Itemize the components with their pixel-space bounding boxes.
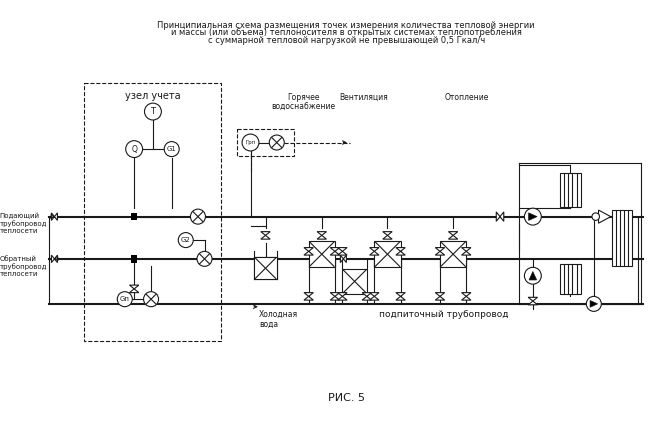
Polygon shape (599, 210, 611, 223)
Polygon shape (130, 285, 139, 289)
Polygon shape (304, 252, 314, 255)
Polygon shape (52, 213, 54, 220)
Polygon shape (370, 248, 379, 252)
Text: Принципиальная схема размещения точек измерения количества тепловой энергии: Принципиальная схема размещения точек из… (157, 21, 535, 30)
Polygon shape (383, 232, 392, 235)
Polygon shape (261, 235, 270, 239)
Polygon shape (317, 232, 327, 235)
Polygon shape (500, 212, 504, 221)
Bar (131, 255, 137, 262)
Circle shape (524, 208, 541, 225)
Circle shape (178, 233, 193, 248)
Circle shape (117, 292, 132, 307)
Polygon shape (54, 213, 57, 220)
Text: Подающий
трубопровод
теплосети: Подающий трубопровод теплосети (0, 213, 47, 234)
Text: подпиточный трубопровод: подпиточный трубопровод (379, 309, 509, 319)
Polygon shape (304, 296, 314, 300)
Circle shape (269, 135, 284, 150)
Polygon shape (330, 252, 340, 255)
Polygon shape (383, 235, 392, 239)
Bar (560, 173, 581, 207)
Polygon shape (52, 255, 54, 262)
Text: Горячее
водоснабжение: Горячее водоснабжение (271, 93, 335, 112)
Polygon shape (54, 255, 57, 262)
Polygon shape (338, 248, 347, 252)
Circle shape (242, 134, 259, 151)
Polygon shape (370, 296, 379, 300)
Circle shape (164, 141, 179, 157)
Polygon shape (396, 252, 406, 255)
Polygon shape (590, 300, 598, 307)
Text: Обратный
трубопровод
теплосети: Обратный трубопровод теплосети (0, 255, 47, 277)
Polygon shape (496, 212, 500, 221)
Polygon shape (304, 248, 314, 252)
Text: Грп: Грп (245, 140, 256, 145)
Polygon shape (362, 292, 372, 296)
Polygon shape (130, 289, 139, 292)
Bar (440, 241, 466, 267)
Text: Вентиляция: Вентиляция (340, 93, 389, 102)
Polygon shape (370, 252, 379, 255)
Polygon shape (462, 252, 471, 255)
Bar (342, 269, 367, 294)
Polygon shape (338, 296, 347, 300)
Text: G1: G1 (167, 146, 177, 152)
Bar (374, 241, 400, 267)
Polygon shape (330, 296, 340, 300)
Circle shape (586, 296, 601, 311)
Polygon shape (528, 301, 537, 305)
Text: T: T (151, 107, 155, 116)
Text: Gп: Gп (120, 296, 130, 302)
Text: Холодная
вода: Холодная вода (259, 309, 298, 329)
Polygon shape (462, 296, 471, 300)
Circle shape (126, 141, 143, 157)
Bar (254, 257, 276, 279)
Polygon shape (304, 292, 314, 296)
Polygon shape (362, 296, 372, 300)
Polygon shape (436, 252, 445, 255)
Polygon shape (462, 292, 471, 296)
Polygon shape (338, 292, 347, 296)
Text: Q: Q (131, 145, 137, 154)
Polygon shape (529, 271, 537, 280)
Bar (237, 130, 293, 156)
Circle shape (592, 213, 599, 220)
Circle shape (524, 267, 541, 284)
Polygon shape (449, 235, 458, 239)
Polygon shape (436, 296, 445, 300)
Bar (131, 213, 137, 220)
Text: G2: G2 (181, 237, 190, 243)
Circle shape (145, 103, 162, 120)
Polygon shape (449, 232, 458, 235)
Circle shape (143, 292, 158, 307)
Polygon shape (338, 252, 347, 255)
Polygon shape (396, 292, 406, 296)
Text: РИС. 5: РИС. 5 (328, 393, 364, 403)
Polygon shape (261, 232, 270, 235)
Bar (308, 241, 335, 267)
Text: Отопление: Отопление (445, 93, 490, 102)
Polygon shape (396, 296, 406, 300)
Text: и массы (или объема) теплоносителя в открытых системах теплопотребления: и массы (или объема) теплоносителя в отк… (171, 28, 522, 37)
Polygon shape (370, 292, 379, 296)
Circle shape (190, 209, 205, 224)
Bar (560, 265, 581, 295)
Text: с суммарной тепловой нагрузкой не превышающей 0,5 Гкал/ч: с суммарной тепловой нагрузкой не превыш… (207, 35, 485, 45)
Polygon shape (436, 292, 445, 296)
Text: узел учета: узел учета (125, 91, 180, 101)
Bar (612, 210, 632, 266)
Polygon shape (344, 255, 346, 262)
Polygon shape (462, 248, 471, 252)
Polygon shape (436, 248, 445, 252)
Polygon shape (396, 248, 406, 252)
Circle shape (197, 252, 212, 266)
Polygon shape (528, 298, 537, 301)
Polygon shape (330, 292, 340, 296)
Bar (83, 84, 222, 341)
Polygon shape (529, 213, 537, 220)
Polygon shape (340, 255, 344, 262)
Polygon shape (317, 235, 327, 239)
Polygon shape (330, 248, 340, 252)
